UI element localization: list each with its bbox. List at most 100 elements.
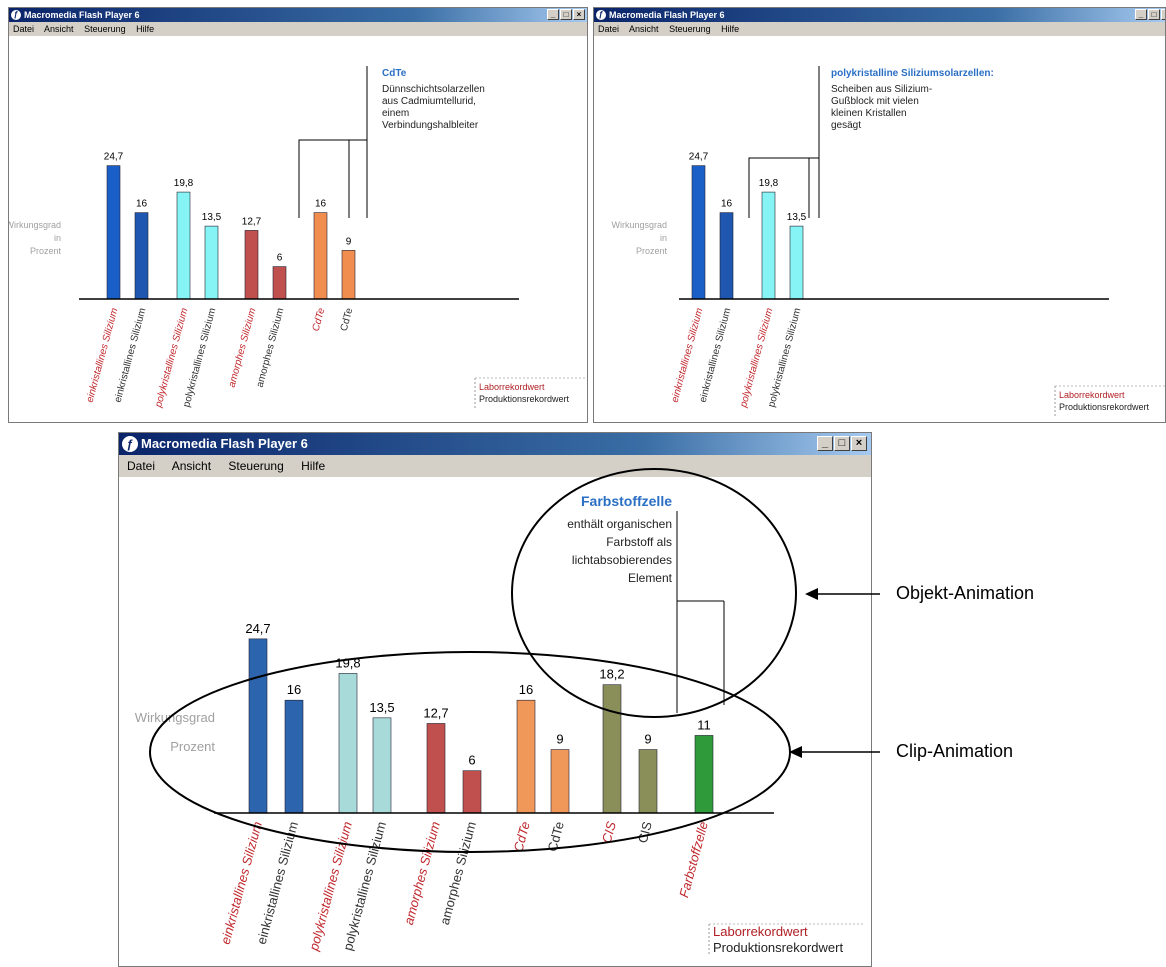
close-button[interactable]: ×: [573, 9, 585, 20]
bar: [341, 250, 356, 300]
menu-datei[interactable]: Datei: [13, 24, 35, 34]
menu-bar: Datei Ansicht Steuerung Hilfe: [9, 22, 587, 36]
minimize-button[interactable]: _: [817, 436, 833, 451]
title-bar: ƒ Macromedia Flash Player 6 _ □ ×: [594, 8, 1165, 22]
bar-value-label: 19,8: [174, 178, 194, 189]
callout-text: Verbindungshalbleiter: [382, 120, 479, 131]
category-label: CdTe: [311, 307, 328, 333]
bar: [313, 212, 328, 300]
bar: [719, 212, 734, 300]
legend-lab: Laborrekordwert: [1059, 390, 1125, 400]
menu-steuerung[interactable]: Steuerung: [84, 24, 126, 34]
menu-hilfe[interactable]: Hilfe: [721, 24, 740, 34]
flash-logo-icon: ƒ: [11, 10, 21, 20]
bar-value-label: 13,5: [369, 700, 394, 715]
window-title: Macromedia Flash Player 6: [141, 436, 308, 451]
bar-value-label: 11: [697, 717, 711, 732]
title-bar: ƒ Macromedia Flash Player 6 _ □ ×: [119, 433, 871, 455]
callout-text: Gußblock mit vielen: [831, 96, 919, 107]
callout-text: enthält organischen: [567, 517, 672, 531]
flash-window-polykristallin: ƒ Macromedia Flash Player 6 _ □ × Datei …: [593, 7, 1166, 423]
legend-prod: Produktionsrekordwert: [713, 940, 843, 955]
bar: [338, 673, 358, 814]
callout-title: CdTe: [382, 68, 407, 79]
bar: [789, 225, 804, 300]
bar: [638, 749, 658, 814]
maximize-button[interactable]: □: [560, 9, 572, 20]
menu-datei[interactable]: Datei: [598, 24, 620, 34]
bar-value-label: 13,5: [787, 212, 807, 223]
bar-value-label: 19,8: [759, 178, 779, 189]
bar-value-label: 16: [519, 682, 533, 697]
close-button[interactable]: ×: [851, 436, 867, 451]
category-label: einkristallines Silizium: [698, 307, 734, 404]
callout-leader: [676, 511, 725, 713]
bar-value-label: 18,2: [599, 667, 624, 682]
category-label: CdTe: [339, 307, 356, 333]
flash-logo-icon: ƒ: [122, 436, 138, 452]
menu-ansicht[interactable]: Ansicht: [171, 459, 212, 473]
efficiency-chart: Wirkungsgrad in Prozent 24,7 einkristallines…: [611, 66, 1165, 416]
callout-text: gesägt: [831, 120, 861, 131]
window-title: Macromedia Flash Player 6: [609, 10, 725, 20]
callout-text: einem: [382, 108, 409, 119]
bar-value-label: 12,7: [423, 705, 448, 720]
y-axis-label: Wirkungsgrad: [135, 710, 215, 725]
bar: [516, 699, 536, 814]
menu-ansicht[interactable]: Ansicht: [629, 24, 659, 34]
menu-datei[interactable]: Datei: [127, 459, 156, 473]
callout-text: Element: [628, 571, 673, 585]
bar-value-label: 24,7: [245, 621, 270, 636]
bar-value-label: 24,7: [689, 152, 709, 163]
maximize-button[interactable]: □: [1148, 9, 1160, 20]
bar-value-label: 9: [346, 236, 352, 247]
category-label: CIS: [599, 820, 619, 845]
minimize-button[interactable]: _: [1135, 9, 1147, 20]
menu-steuerung[interactable]: Steuerung: [228, 459, 284, 473]
callout-leader: [748, 66, 820, 218]
bar: [550, 749, 570, 814]
bar-value-label: 16: [721, 199, 733, 210]
flash-window-cdte: ƒ Macromedia Flash Player 6 _ □ × Datei …: [8, 7, 588, 423]
bar-value-label: 6: [468, 753, 475, 768]
bar: [426, 723, 446, 814]
bar-value-label: 12,7: [242, 216, 262, 227]
bar: [272, 266, 287, 300]
callout-text: aus Cadmiumtellurid,: [382, 96, 476, 107]
bar-value-label: 16: [315, 199, 327, 210]
menu-steuerung[interactable]: Steuerung: [669, 24, 711, 34]
callout-text: lichtabsobierendes: [572, 553, 672, 567]
efficiency-chart: Wirkungsgrad in Prozent 24,7 einkristallines…: [9, 66, 587, 410]
flash-logo-icon: ƒ: [596, 10, 606, 20]
bar: [134, 212, 149, 300]
objekt-animation-label: Objekt-Animation: [896, 583, 1035, 603]
callout-text: kleinen Kristallen: [831, 108, 907, 119]
bar: [284, 699, 304, 814]
menu-hilfe[interactable]: Hilfe: [301, 459, 326, 473]
y-axis-label: in: [660, 233, 667, 243]
callout-title: Farbstoffzelle: [581, 493, 672, 509]
category-label: CdTe: [545, 820, 567, 853]
callout-text: Farbstoff als: [606, 535, 672, 549]
bar: [204, 225, 219, 300]
bar-value-label: 13,5: [202, 212, 222, 223]
title-bar: ƒ Macromedia Flash Player 6 _ □ ×: [9, 8, 587, 22]
maximize-button[interactable]: □: [834, 436, 850, 451]
menu-bar: Datei Ansicht Steuerung Hilfe: [594, 22, 1165, 36]
y-axis-label: Prozent: [636, 246, 668, 256]
menu-hilfe[interactable]: Hilfe: [136, 24, 155, 34]
chart-group: Wirkungsgrad in Prozent 24,7 einkristallines…: [9, 66, 587, 410]
category-label: amorphes Silizium: [227, 307, 259, 389]
bar: [694, 735, 714, 814]
minimize-button[interactable]: _: [547, 9, 559, 20]
clip-animation-label: Clip-Animation: [896, 741, 1014, 761]
menu-ansicht[interactable]: Ansicht: [44, 24, 74, 34]
close-button[interactable]: ×: [1161, 9, 1165, 20]
callout-title: polykristalline Siliziumsolarzellen:: [831, 68, 994, 79]
bar: [176, 191, 191, 300]
y-axis-label: Prozent: [170, 739, 215, 754]
legend-prod: Produktionsrekordwert: [479, 394, 570, 404]
y-axis-label: in: [54, 233, 61, 243]
